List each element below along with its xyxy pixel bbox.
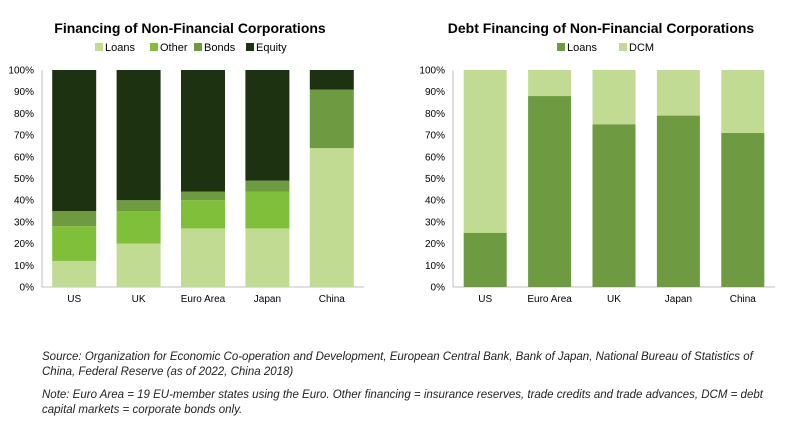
bar-uk-other xyxy=(116,211,161,244)
legend-swatch-other xyxy=(150,43,158,51)
bar-japan-bonds xyxy=(245,180,290,192)
bar-japan-other xyxy=(245,191,290,229)
bar-us-other xyxy=(52,226,97,261)
chart-title-financing: Financing of Non-Financial Corporations xyxy=(54,20,326,36)
chart-debt: Debt Financing of Non-Financial Corporat… xyxy=(419,20,775,305)
bar-us-loans xyxy=(463,232,507,287)
legend-swatch-loans xyxy=(557,43,565,51)
bar-uk-equity xyxy=(116,70,161,201)
y-tick-label: 10% xyxy=(425,261,445,272)
y-tick-label: 70% xyxy=(425,131,445,142)
y-tick-label: 80% xyxy=(425,109,445,120)
bar-china-bonds xyxy=(309,89,354,149)
x-tick-label: US xyxy=(67,294,81,305)
bar-uk-bonds xyxy=(116,200,161,212)
bar-us-loans xyxy=(52,260,97,287)
y-tick-label: 30% xyxy=(14,217,34,228)
legend-swatch-equity xyxy=(246,43,254,51)
y-tick-label: 40% xyxy=(14,196,34,207)
bar-euro-area-loans xyxy=(528,96,572,287)
legend-swatch-loans xyxy=(95,43,103,51)
y-tick-label: 0% xyxy=(431,283,446,294)
x-tick-label: US xyxy=(478,294,492,305)
bar-uk-loans xyxy=(592,124,636,287)
source-note: Source: Organization for Economic Co-ope… xyxy=(42,351,753,378)
y-tick-label: 0% xyxy=(20,283,35,294)
bar-japan-loans xyxy=(656,115,700,287)
y-tick-label: 100% xyxy=(419,66,445,77)
footnotes: Source: Organization for Economic Co-ope… xyxy=(42,350,772,426)
y-tick-label: 70% xyxy=(14,131,34,142)
x-tick-label: Japan xyxy=(254,294,281,305)
bar-japan-equity xyxy=(245,70,290,181)
bar-euro-area-equity xyxy=(181,70,225,192)
bar-us-equity xyxy=(52,70,97,212)
bar-japan-dcm xyxy=(656,70,700,116)
y-tick-label: 60% xyxy=(425,152,445,163)
y-tick-label: 100% xyxy=(8,66,34,77)
y-tick-label: 50% xyxy=(14,174,34,185)
bar-china-dcm xyxy=(721,70,765,133)
bar-uk-loans xyxy=(116,243,161,287)
x-tick-label: Euro Area xyxy=(181,294,226,305)
y-tick-label: 20% xyxy=(425,239,445,250)
x-tick-label: UK xyxy=(607,294,621,305)
bar-euro-area-other xyxy=(181,200,225,229)
chart-title-debt: Debt Financing of Non-Financial Corporat… xyxy=(448,20,755,36)
legend-label-dcm: DCM xyxy=(629,42,654,54)
y-tick-label: 20% xyxy=(14,239,34,250)
legend-swatch-dcm xyxy=(619,43,627,51)
x-tick-label: Euro Area xyxy=(527,294,572,305)
bar-china-equity xyxy=(309,70,354,90)
legend-swatch-bonds xyxy=(194,43,202,51)
legend-label-loans: Loans xyxy=(105,42,135,54)
bar-euro-area-dcm xyxy=(528,70,572,97)
legend-label-loans: Loans xyxy=(567,42,597,54)
bar-euro-area-bonds xyxy=(181,191,225,201)
legend-label-other: Other xyxy=(160,42,188,54)
bar-china-loans xyxy=(721,132,765,287)
y-tick-label: 90% xyxy=(14,87,34,98)
y-tick-label: 90% xyxy=(425,87,445,98)
bar-uk-dcm xyxy=(592,70,636,125)
y-tick-label: 30% xyxy=(425,217,445,228)
y-tick-label: 10% xyxy=(14,261,34,272)
bar-us-dcm xyxy=(463,70,507,233)
chart-financing: Financing of Non-Financial Corporations L… xyxy=(8,20,364,305)
x-tick-label: Japan xyxy=(665,294,692,305)
bar-japan-loans xyxy=(245,228,290,287)
y-tick-label: 40% xyxy=(425,196,445,207)
charts-area: Financing of Non-Financial Corporations L… xyxy=(8,20,775,305)
bar-us-bonds xyxy=(52,211,97,227)
definition-note: Note: Euro Area = 19 EU-member states us… xyxy=(42,389,763,416)
bar-china-loans xyxy=(309,148,354,287)
x-tick-label: China xyxy=(319,294,346,305)
legend-label-bonds: Bonds xyxy=(204,42,236,54)
y-tick-label: 50% xyxy=(425,174,445,185)
legend-label-equity: Equity xyxy=(256,42,287,54)
bar-euro-area-loans xyxy=(181,228,225,287)
y-tick-label: 80% xyxy=(14,109,34,120)
x-tick-label: UK xyxy=(132,294,146,305)
x-tick-label: China xyxy=(730,294,757,305)
y-tick-label: 60% xyxy=(14,152,34,163)
